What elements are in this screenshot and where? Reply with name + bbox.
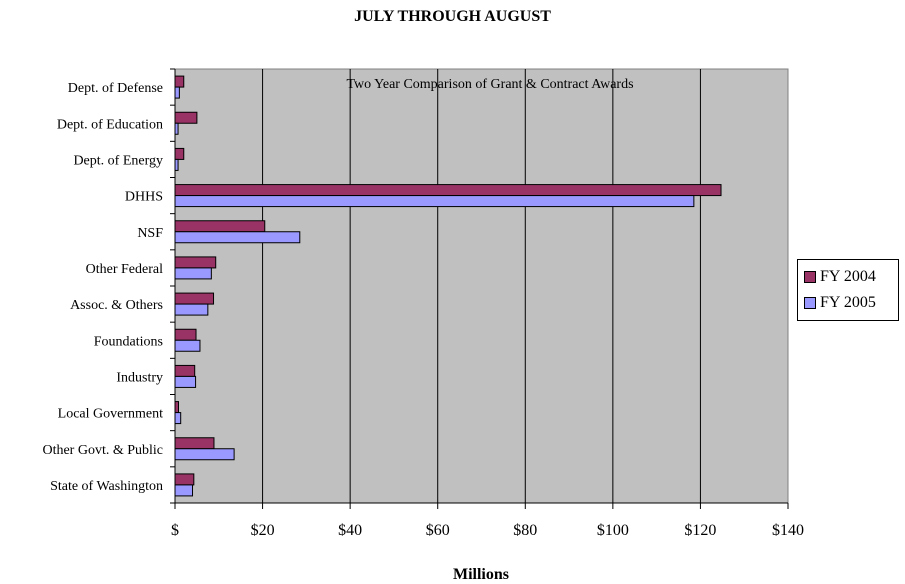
category-label-dept-of-defense: Dept. of Defense [68,81,163,96]
bar-fy-2004-local-government [174,401,180,414]
legend-swatch-fy-2005 [804,297,816,309]
bar-fy-2004-dhhs [174,184,722,197]
bar-fy-2004-nsf [174,220,266,233]
x-tick-label: $140 [772,522,804,539]
legend-item-fy-2004: FY 2004 [804,268,876,286]
x-tick-labels: $ $20 $40 $60 $80 $100 $120 $140 [171,522,804,539]
bar-fy-2004-state-of-washington [174,473,195,486]
bar-fy-2005-other-federal [174,267,212,280]
bar-fy-2004-industry [174,364,196,377]
bar-fy-2005-industry [174,375,197,388]
bar-fy-2005-other-govt-public [174,448,235,461]
x-tick-label: $40 [338,522,362,539]
category-label-assoc-others: Assoc. & Others [70,298,163,313]
category-label-dept-of-education: Dept. of Education [57,117,163,132]
bar-fy-2004-assoc-others [174,292,215,305]
bar-fy-2004-dept-of-education [174,111,198,124]
bars [174,75,722,497]
bar-fy-2004-other-federal [174,256,217,269]
category-label-industry: Industry [116,370,163,385]
bar-fy-2005-dhhs [174,195,695,208]
bar-fy-2005-dept-of-defense [174,86,180,99]
chart-title: JULY THROUGH AUGUST [354,8,551,25]
bar-fy-2005-assoc-others [174,303,209,316]
bar-fy-2004-dept-of-defense [174,75,185,88]
legend-item-fy-2005: FY 2005 [804,294,876,312]
x-tick-label: $60 [426,522,450,539]
category-label-other-govt-public: Other Govt. & Public [42,443,163,458]
category-label-state-of-washington: State of Washington [50,479,163,494]
category-label-local-government: Local Government [58,407,163,422]
legend-swatch-fy-2004 [804,271,816,283]
category-labels: Dept. of Defense Dept. of Education Dept. … [42,81,163,494]
plot-area [174,68,789,504]
x-tick-label: $80 [513,522,537,539]
category-label-other-federal: Other Federal [86,262,163,277]
legend: FY 2004 FY 2005 [797,259,899,321]
bar-fy-2004-dept-of-energy [174,147,185,160]
category-label-nsf: NSF [137,226,163,241]
gridlines [262,69,701,503]
x-tick-label: $120 [684,522,716,539]
bar-fy-2004-other-govt-public [174,437,215,450]
x-tick-label: $ [171,522,179,539]
x-tick-label: $100 [597,522,629,539]
legend-label-fy-2005: FY 2005 [820,294,876,311]
chart-annotation: Two Year Comparison of Grant & Contract … [346,77,633,92]
bar-fy-2005-foundations [174,339,201,352]
x-axis-title: Millions [453,566,509,583]
axes [170,68,789,509]
category-label-dhhs: DHHS [125,190,163,205]
bar-fy-2005-nsf [174,231,301,244]
legend-label-fy-2004: FY 2004 [820,268,876,285]
bar-fy-2004-foundations [174,328,197,341]
category-label-dept-of-energy: Dept. of Energy [73,153,163,168]
category-label-foundations: Foundations [94,334,163,349]
bar-fy-2005-local-government [174,412,182,425]
x-tick-label: $20 [251,522,275,539]
bar-fy-2005-state-of-washington [174,484,194,497]
